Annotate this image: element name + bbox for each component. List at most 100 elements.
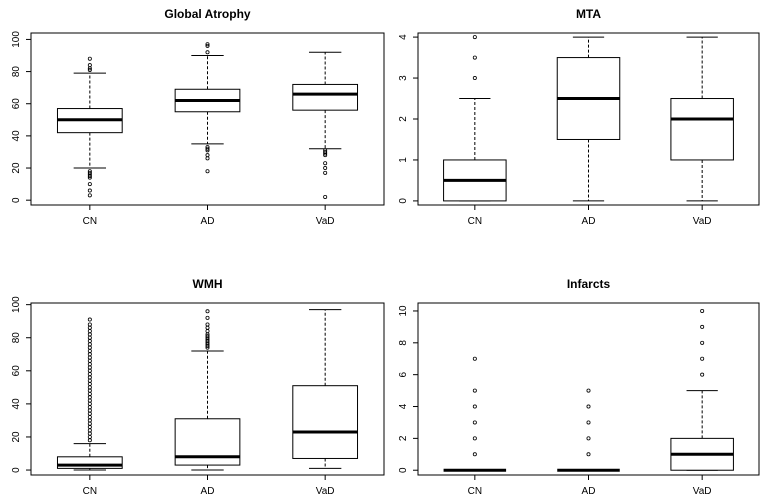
y-tick-label: 4	[398, 34, 409, 40]
outlier-point	[87, 378, 92, 383]
outlier-point	[87, 388, 92, 393]
box-body	[56, 456, 123, 469]
outlier-point	[205, 146, 210, 151]
outlier-point	[472, 35, 477, 40]
box-cn	[56, 317, 123, 471]
outlier-point	[87, 401, 92, 406]
outlier-point	[87, 438, 92, 443]
box-body	[670, 98, 734, 161]
outlier-point	[87, 375, 92, 380]
outlier-point	[586, 420, 591, 425]
panel-title: MTA	[576, 7, 601, 21]
outlier-point	[700, 372, 705, 377]
outlier-point	[205, 325, 210, 330]
outlier-point	[472, 404, 477, 409]
outlier-point	[323, 161, 328, 166]
outlier-point	[87, 63, 92, 68]
outlier-point	[205, 329, 210, 334]
outlier-point	[472, 55, 477, 60]
y-tick-label: 0	[398, 198, 409, 204]
y-tick-label: 100	[11, 31, 22, 48]
outlier-point	[323, 194, 328, 199]
outlier-point	[87, 358, 92, 363]
outlier-point	[87, 428, 92, 433]
box-ad	[174, 309, 241, 471]
y-tick-label: 20	[11, 162, 22, 174]
outlier-point	[87, 67, 92, 72]
outlier-point	[87, 325, 92, 330]
outlier-point	[87, 345, 92, 350]
outlier-point	[87, 56, 92, 61]
x-tick-label: AD	[201, 486, 215, 497]
outlier-point	[87, 382, 92, 387]
outlier-point	[586, 436, 591, 441]
box-cn	[443, 356, 507, 472]
outlier-point	[205, 42, 210, 47]
box-ad	[174, 42, 241, 174]
box-cn	[56, 56, 123, 198]
outlier-point	[323, 170, 328, 175]
outlier-point	[87, 418, 92, 423]
y-tick-label: 10	[398, 305, 409, 317]
x-tick-label: VaD	[693, 486, 712, 497]
outlier-point	[87, 411, 92, 416]
panel-wmh: WMH 0 20 40 60 80 100 CN AD VaD	[11, 277, 385, 497]
outlier-point	[87, 193, 92, 198]
outlier-point	[87, 322, 92, 327]
outlier-point	[472, 388, 477, 393]
y-tick-label: 2	[398, 435, 409, 441]
outlier-point	[472, 356, 477, 361]
outlier-point	[472, 420, 477, 425]
outlier-point	[586, 388, 591, 393]
outlier-point	[472, 452, 477, 457]
outlier-point	[87, 398, 92, 403]
outlier-point	[323, 166, 328, 171]
box-ad	[557, 388, 620, 472]
outlier-point	[700, 356, 705, 361]
box-body	[292, 83, 359, 111]
y-tick-label: 40	[11, 130, 22, 142]
box-ad	[556, 36, 621, 202]
y-tick-label: 0	[398, 467, 409, 473]
outlier-point	[87, 352, 92, 357]
y-tick-label: 60	[11, 365, 22, 377]
outlier-point	[700, 340, 705, 345]
y-tick-label: 6	[398, 371, 409, 377]
panel-mta: MTA 0 1 2 3 4 CN AD VaD	[398, 7, 760, 227]
outlier-point	[205, 169, 210, 174]
x-tick-label: VaD	[316, 216, 335, 227]
y-tick-label: 20	[11, 431, 22, 443]
outlier-point	[87, 329, 92, 334]
panel-global-atrophy: Global Atrophy 0 20 40 60 80 100 CN AD VaD	[11, 7, 385, 227]
x-tick-label: VaD	[316, 486, 335, 497]
outlier-point	[700, 324, 705, 329]
box-body	[292, 385, 359, 459]
y-tick-label: 80	[11, 332, 22, 344]
outlier-point	[87, 355, 92, 360]
outlier-point	[87, 385, 92, 390]
x-tick-label: CN	[83, 486, 97, 497]
panel-infarcts: Infarcts 0 2 4 6 8 10 CN AD VaD	[398, 277, 760, 497]
outlier-point	[87, 372, 92, 377]
outlier-point	[87, 335, 92, 340]
outlier-point	[205, 50, 210, 55]
outlier-point	[87, 365, 92, 370]
outlier-point	[205, 322, 210, 327]
outlier-point	[205, 309, 210, 314]
outlier-point	[87, 342, 92, 347]
y-tick-label: 0	[11, 197, 22, 203]
outlier-point	[87, 408, 92, 413]
y-tick-label: 4	[398, 403, 409, 409]
outlier-point	[472, 436, 477, 441]
outlier-point	[87, 169, 92, 174]
outlier-point	[472, 76, 477, 81]
x-tick-label: AD	[582, 486, 596, 497]
outlier-point	[87, 188, 92, 193]
outlier-point	[205, 145, 210, 150]
outlier-point	[87, 170, 92, 175]
box-vad	[292, 51, 359, 199]
x-tick-label: VaD	[693, 216, 712, 227]
outlier-point	[323, 148, 328, 153]
outlier-point	[87, 339, 92, 344]
